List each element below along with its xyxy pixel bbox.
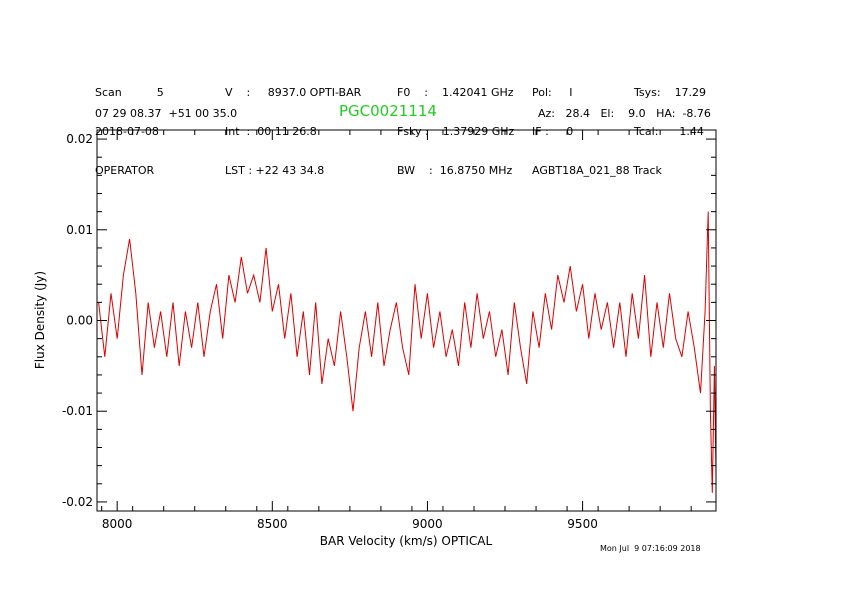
x-tick-label: 8000 (102, 517, 133, 531)
y-tick-label: 0.02 (66, 132, 93, 146)
header-line: 2018-07-08 (95, 125, 159, 138)
header-system-temps: Tsys: 17.29 Tcal: 1.44 (634, 60, 706, 151)
header-line: Int : 00 11 26.8 (225, 125, 317, 138)
header-frequency: F0 : 1.42041 GHz Fsky : 1.37929 GHz BW :… (397, 60, 514, 190)
spectrum-trace (98, 211, 717, 493)
timestamp: Mon Jul 9 07:16:09 2018 (600, 544, 701, 553)
header-line: Tsys: 17.29 (634, 86, 707, 99)
header-line: AGBT18A_021_88 Track (532, 164, 662, 177)
x-axis-label: BAR Velocity (km/s) OPTICAL (320, 534, 493, 548)
plot-frame (96, 129, 717, 512)
header-line: Scan 5 (95, 86, 164, 99)
header-line: OPERATOR (95, 164, 155, 177)
y-tick-label: 0.01 (66, 223, 93, 237)
header-pointing: Az: 28.4 El: 9.0 HA: -8.76 (538, 107, 711, 120)
header-polarization: Pol: I IF : 0 AGBT18A_021_88 Track (532, 60, 662, 190)
header-line: IF : 0 (532, 125, 574, 138)
header-line: Pol: I (532, 86, 573, 99)
y-axis-label: Flux Density (Jy) (33, 271, 47, 369)
source-name: PGC0021114 (339, 102, 437, 120)
header-line: LST : +22 43 34.8 (225, 164, 325, 177)
header-velocity: V : 8937.0 OPTI-BAR Int : 00 11 26.8 LST… (225, 60, 361, 190)
x-tick-label: 9000 (412, 517, 443, 531)
y-tick-label: 0.00 (66, 314, 93, 328)
x-tick-label: 9500 (567, 517, 598, 531)
y-tick-label: -0.01 (62, 404, 93, 418)
header-scan: Scan 5 2018-07-08 OPERATOR (95, 60, 164, 190)
header-line: V : 8937.0 OPTI-BAR (225, 86, 362, 99)
header-line: Fsky : 1.37929 GHz (397, 125, 515, 138)
y-tick-label: -0.02 (62, 495, 93, 509)
trace-layer (98, 211, 717, 493)
header-line: F0 : 1.42041 GHz (397, 86, 514, 99)
x-tick-label: 8500 (257, 517, 288, 531)
header-coordinates: 07 29 08.37 +51 00 35.0 (95, 107, 238, 120)
axis-layer: 8000 8500 9000 9500 -0.02 -0.01 0.00 0.01 0.02 (62, 130, 716, 531)
header-line: BW : 16.8750 MHz (397, 164, 513, 177)
